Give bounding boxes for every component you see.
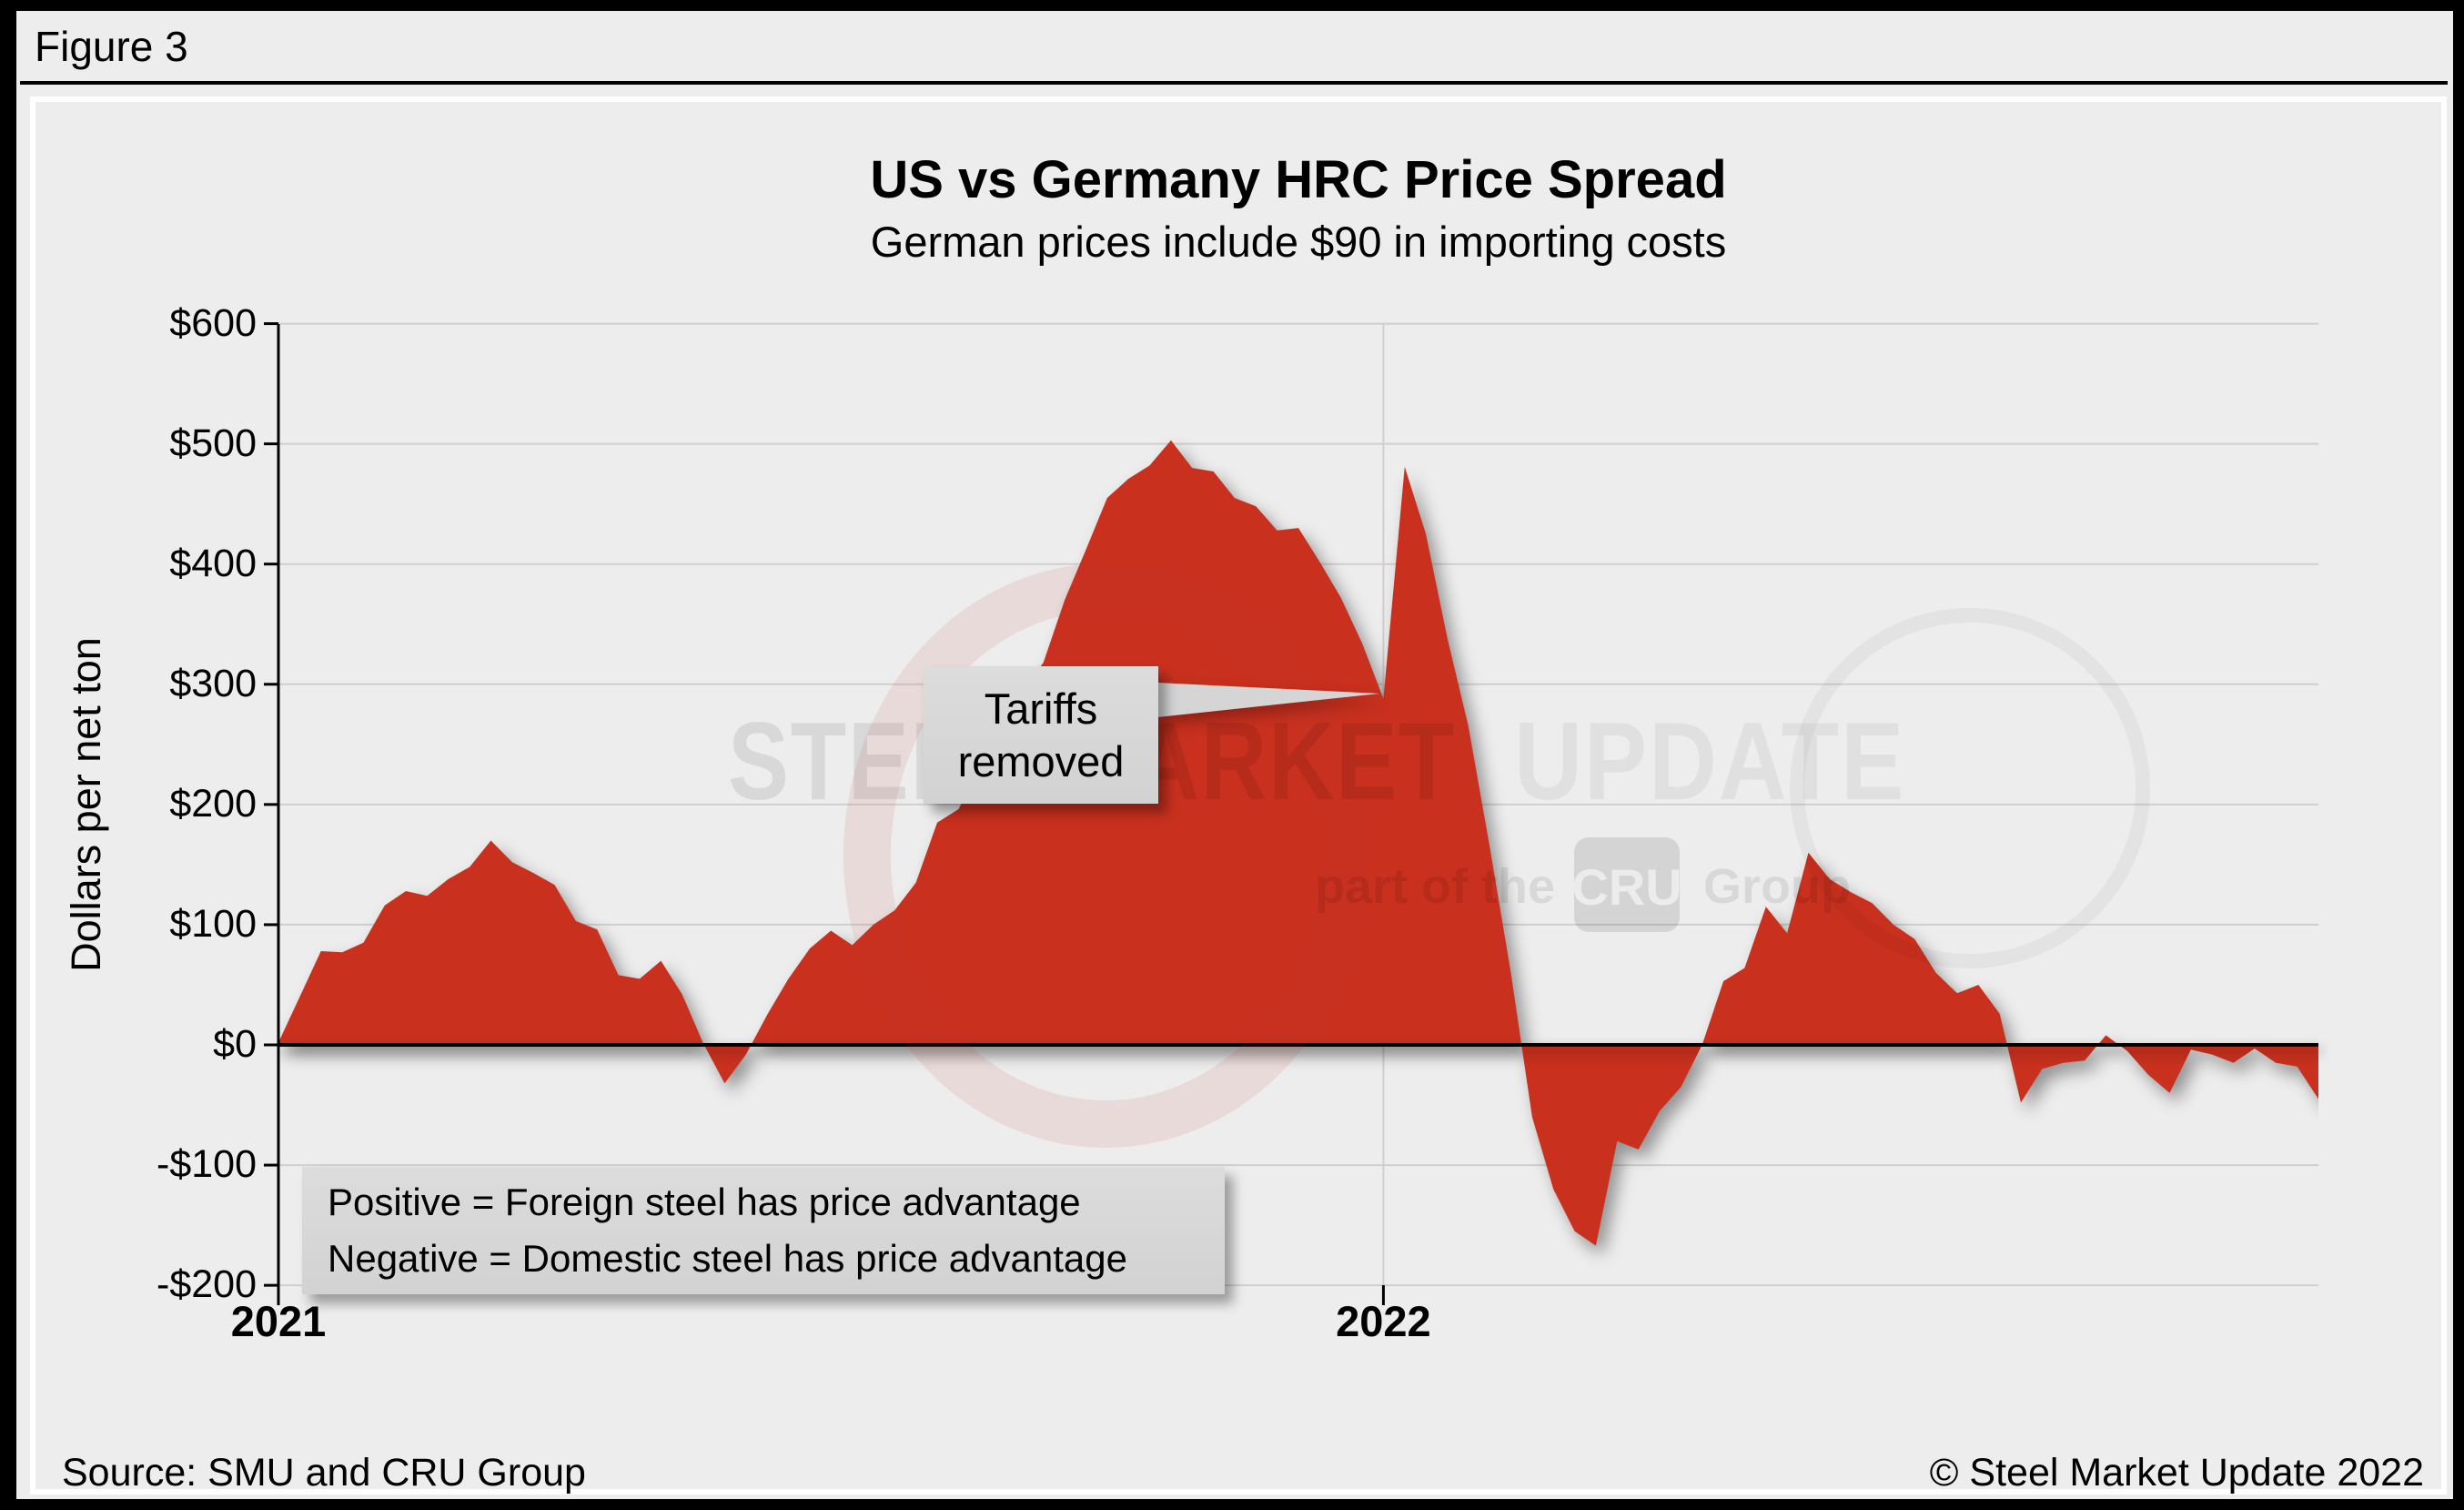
y-tick-label: $400: [169, 541, 257, 585]
y-tick-label: $100: [169, 901, 257, 946]
chart-frame-border: [30, 96, 2447, 1495]
watermark-cru: CRU: [1571, 858, 1681, 916]
y-tick-label: -$200: [157, 1262, 257, 1307]
chart-subtitle: German prices include $90 in importing c…: [870, 218, 1727, 266]
y-tick-label: $200: [169, 781, 257, 826]
watermark-group: Group: [1703, 859, 1851, 914]
watermark-part-of-the: part of the: [1315, 859, 1555, 914]
x-tick-label-2021: 2021: [230, 1297, 327, 1345]
y-tick-label: $600: [169, 300, 257, 345]
cru-ring-watermark-icon: [1790, 608, 2150, 968]
callout-line1: Tariffs: [984, 684, 1098, 733]
spread-explanation-note: Positive = Foreign steel has price advan…: [302, 1167, 1225, 1294]
y-tick-label: $0: [213, 1022, 257, 1066]
figure-label: Figure 3: [35, 23, 188, 70]
chart-title: US vs Germany HRC Price Spread: [870, 150, 1727, 209]
note-line-positive: Positive = Foreign steel has price advan…: [328, 1181, 1081, 1223]
watermark-update: UPDATE: [1514, 699, 1905, 823]
callout-pointer: [1157, 683, 1379, 717]
x-tick-label-2022: 2022: [1336, 1297, 1431, 1345]
y-axis: [264, 322, 1385, 1305]
y-tick-label: $500: [169, 421, 257, 465]
y-tick-label: -$100: [157, 1142, 257, 1187]
spread-area-series: [278, 440, 2318, 1246]
cru-logo-icon: [1574, 837, 1680, 932]
callout-line2: removed: [957, 736, 1125, 785]
note-line-negative: Negative = Domestic steel has price adva…: [328, 1237, 1127, 1280]
header-divider: [20, 81, 2448, 85]
source-label: Source: SMU and CRU Group: [62, 1451, 586, 1495]
tariffs-removed-callout: Tariffs removed: [924, 666, 1158, 804]
smu-swoosh-watermark-icon: [843, 563, 1368, 1148]
copyright-label: © Steel Market Update 2022: [1929, 1451, 2424, 1495]
y-tick-label: $300: [169, 661, 257, 705]
